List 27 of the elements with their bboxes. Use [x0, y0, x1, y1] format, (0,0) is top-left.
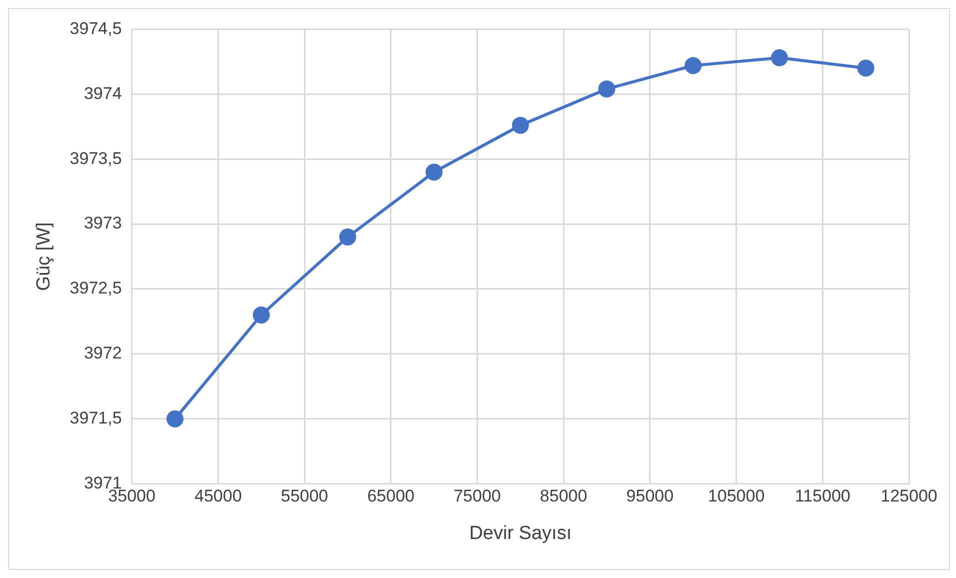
x-tick-label: 125000	[880, 486, 938, 506]
point	[684, 57, 702, 74]
x-axis-title: Devir Sayısı	[469, 522, 572, 544]
point	[512, 116, 529, 134]
x-tick-label: 85000	[540, 486, 588, 506]
y-axis-title: Güç [W]	[34, 222, 55, 291]
point	[252, 306, 270, 324]
point	[857, 60, 874, 77]
x-tick-label: 65000	[367, 486, 415, 506]
y-tick-label: 3973,5	[70, 148, 122, 168]
x-tick-label: 45000	[194, 486, 242, 506]
point	[166, 410, 184, 428]
x-tick-label: 105000	[708, 486, 765, 506]
x-tick-label: 75000	[454, 486, 501, 506]
point	[770, 49, 788, 66]
y-tick-label: 3974,5	[70, 18, 122, 38]
y-tick-label: 3974	[84, 84, 122, 103]
point	[426, 164, 443, 181]
y-tick-label: 3972,5	[70, 278, 122, 298]
y-tick-label: 3971,5	[70, 408, 122, 428]
y-tick-label: 3973	[84, 214, 122, 233]
x-tick-label: 115000	[794, 486, 850, 506]
point	[339, 228, 356, 246]
x-tick-label: 55000	[280, 486, 328, 506]
point	[598, 80, 616, 98]
y-tick-label: 3972	[84, 344, 122, 363]
x-tick-label: 95000	[626, 486, 674, 506]
